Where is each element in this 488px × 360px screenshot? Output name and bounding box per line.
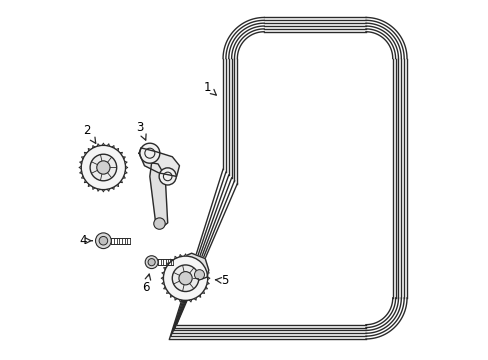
Circle shape — [194, 270, 204, 280]
Text: 1: 1 — [203, 81, 216, 95]
Circle shape — [159, 168, 176, 185]
Text: 3: 3 — [136, 121, 146, 140]
Circle shape — [95, 233, 111, 249]
Circle shape — [90, 154, 117, 181]
Circle shape — [163, 256, 207, 300]
Circle shape — [172, 265, 199, 292]
Circle shape — [148, 258, 155, 266]
Circle shape — [179, 271, 192, 285]
Polygon shape — [139, 148, 179, 176]
Circle shape — [99, 237, 107, 245]
Circle shape — [140, 143, 160, 163]
Circle shape — [153, 218, 165, 229]
Text: 6: 6 — [142, 274, 150, 294]
Text: 2: 2 — [83, 124, 96, 143]
Circle shape — [145, 256, 158, 269]
Polygon shape — [187, 253, 208, 280]
Circle shape — [97, 161, 110, 174]
Circle shape — [81, 145, 125, 190]
Polygon shape — [149, 163, 167, 227]
Text: 5: 5 — [215, 274, 228, 287]
Text: 4: 4 — [79, 234, 92, 247]
